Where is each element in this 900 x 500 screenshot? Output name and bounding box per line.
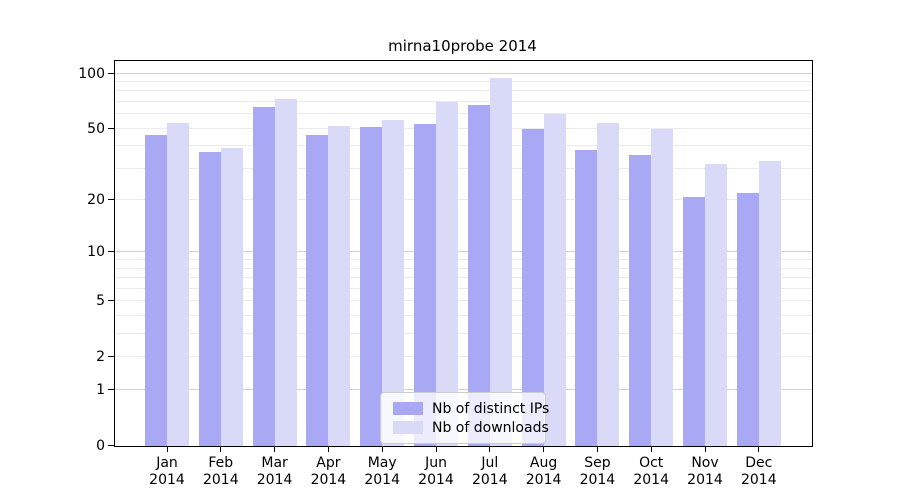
bar-mar-downloads [274,98,297,446]
bar-nov-downloads [705,163,727,446]
gridline-minor-50 [115,127,812,129]
bar-may-downloads [382,119,405,446]
gridline-minor-30 [115,167,812,169]
gridline-minor-9 [115,259,812,261]
gridline-major-1 [115,389,812,391]
bar-jun-downloads [436,101,458,446]
gridline-minor-90 [115,80,812,82]
x-label-dec: Dec 2014 [740,455,777,488]
gridline-minor-7 [115,277,812,279]
bar-jun-ips [414,124,436,446]
chart-title: mirna10probe 2014 [388,37,537,55]
x-tick-nov [704,446,706,452]
y-label-1: 1 [96,382,105,399]
x-tick-dec [758,446,760,452]
bar-aug-ips [521,128,544,446]
bar-oct-ips [629,154,652,446]
y-tick-20 [108,199,115,201]
y-tick-5 [108,300,115,302]
x-tick-apr [327,446,329,452]
gridline-minor-2 [115,356,812,358]
x-label-aug: Aug 2014 [525,455,562,488]
x-label-jul: Jul 2014 [471,455,508,488]
legend-label-distinct-ips: Nb of distinct IPs [432,400,550,417]
y-tick-1 [108,389,115,391]
x-tick-jul [489,446,491,452]
bar-feb-downloads [220,148,243,446]
gridline-minor-70 [115,100,812,102]
x-tick-may [381,446,383,452]
bar-dec-ips [736,192,759,446]
x-label-oct: Oct 2014 [633,455,669,488]
gridline-minor-60 [115,113,812,115]
bar-jul-ips [467,105,490,446]
x-tick-jun [435,446,437,452]
gridline-minor-6 [115,287,812,289]
gridline-major-10 [115,251,812,253]
gridline-major-100 [115,72,812,74]
y-label-100: 100 [78,65,105,82]
bar-aug-downloads [543,114,566,446]
bar-jan-ips [145,135,167,446]
x-label-apr: Apr 2014 [310,455,347,488]
x-tick-sep [596,446,598,452]
x-label-feb: Feb 2014 [202,455,239,488]
y-tick-50 [108,127,115,129]
y-tick-2 [108,356,115,358]
bar-apr-downloads [328,125,351,446]
gridline-minor-8 [115,267,812,269]
y-tick-100 [108,72,115,74]
x-tick-mar [274,446,276,452]
y-tick-0 [108,445,115,446]
y-tick-10 [108,251,115,253]
bar-oct-downloads [651,128,674,446]
x-label-nov: Nov 2014 [687,455,723,488]
x-tick-jan [166,446,168,452]
legend-swatch-distinct-ips [393,402,423,415]
bar-jul-downloads [489,78,512,446]
plot-area: Jan 2014 Feb 2014 Mar 2014 Apr 2014 May 2014… [78,60,813,488]
gridline-minor-4 [115,315,812,317]
y-label-20: 20 [87,192,105,209]
y-label-0: 0 [96,438,105,454]
y-label-5: 5 [96,293,105,310]
x-label-may: May 2014 [364,455,400,488]
gridline-minor-3 [115,333,812,335]
y-label-10: 10 [87,244,105,261]
legend-entry-distinct-ips: Nb of distinct IPs [389,399,549,418]
legend-swatch-downloads [393,421,423,434]
x-tick-oct [650,446,652,452]
x-label-mar: Mar 2014 [256,455,293,488]
bar-mar-ips [252,106,275,446]
bar-feb-ips [198,152,221,446]
bar-jan-downloads [167,122,189,446]
x-label-jun: Jun 2014 [418,455,454,488]
y-label-50: 50 [87,120,105,137]
gridline-minor-20 [115,199,812,201]
gridline-minor-80 [115,90,812,92]
bar-sep-downloads [597,122,620,446]
bar-dec-downloads [758,161,781,446]
legend-entry-downloads: Nb of downloads [389,418,549,437]
legend: Nb of distinct IPs Nb of downloads [380,392,549,444]
gridline-minor-40 [115,145,812,147]
gridline-minor-5 [115,300,812,302]
y-label-2: 2 [96,349,105,366]
x-label-sep: Sep 2014 [579,455,616,488]
bar-nov-ips [683,196,705,446]
x-tick-aug [543,446,545,452]
legend-label-downloads: Nb of downloads [432,419,549,436]
x-tick-feb [220,446,222,452]
x-label-jan: Jan 2014 [149,455,185,488]
bar-apr-ips [306,135,329,446]
bar-sep-ips [575,150,598,446]
bar-may-ips [360,127,383,446]
